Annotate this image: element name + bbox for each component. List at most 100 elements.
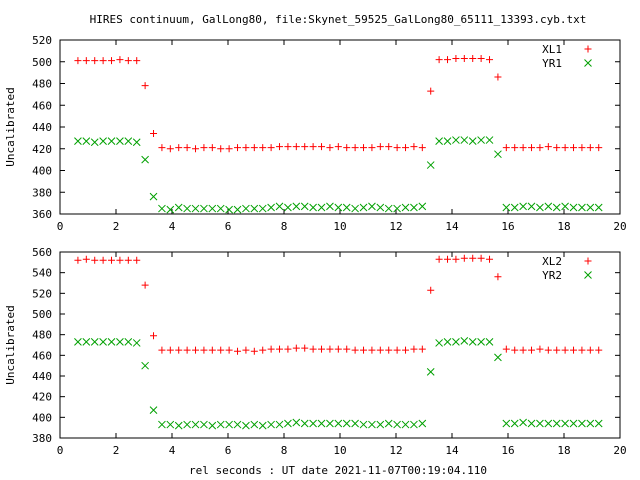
y-tick-label: 500 xyxy=(32,56,52,69)
data-point-xl2 xyxy=(334,345,342,353)
data-point-yr1 xyxy=(309,203,317,212)
data-point-yr2 xyxy=(317,419,326,428)
data-point-xl2 xyxy=(133,256,141,264)
data-point-yr1 xyxy=(284,203,292,212)
data-point-xl1 xyxy=(410,143,418,151)
data-point-yr1 xyxy=(578,203,586,212)
data-point-yr1 xyxy=(242,204,250,213)
plot-frame xyxy=(59,39,621,215)
data-point-yr1 xyxy=(267,203,275,212)
data-point-xl2 xyxy=(74,256,82,264)
data-point-yr1 xyxy=(233,205,242,214)
y-tick-label: 560 xyxy=(32,246,52,259)
data-point-yr2 xyxy=(384,419,393,428)
y-tick-label: 540 xyxy=(32,267,52,280)
data-point-xl1 xyxy=(477,54,485,62)
data-point-yr1 xyxy=(149,192,158,201)
data-point-yr1 xyxy=(275,202,284,211)
data-point-yr2 xyxy=(99,338,107,346)
data-point-xl1 xyxy=(250,144,258,152)
data-point-yr2 xyxy=(468,338,477,346)
data-point-yr2 xyxy=(376,420,385,429)
data-point-yr1 xyxy=(208,204,217,213)
legend-marker xyxy=(584,257,592,265)
data-point-xl1 xyxy=(208,144,216,152)
data-point-yr2 xyxy=(334,419,343,428)
data-point-yr2 xyxy=(342,419,351,428)
data-point-xl2 xyxy=(544,346,552,354)
data-point-xl2 xyxy=(267,345,275,353)
data-point-yr2 xyxy=(527,419,536,428)
data-point-xl1 xyxy=(368,144,376,152)
bottom-panel: 0 2 4 6 8 10 12 14 16 18 20 380 400 420 440 460 480 500 52… xyxy=(4,246,627,457)
data-point-xl2 xyxy=(309,345,317,353)
data-point-yr1 xyxy=(300,202,309,211)
data-point-yr2 xyxy=(225,420,233,429)
data-point-yr1 xyxy=(74,137,82,145)
data-point-yr1 xyxy=(418,202,427,211)
data-point-xl2 xyxy=(217,346,225,354)
data-point-xl2 xyxy=(410,345,418,353)
x-tick-label: 2 xyxy=(113,220,120,233)
data-point-xl2 xyxy=(561,346,569,354)
y-tick-label: 500 xyxy=(32,308,52,321)
data-point-yr2 xyxy=(309,419,317,428)
y-tick-label: 400 xyxy=(32,165,52,178)
data-point-xl2 xyxy=(586,346,594,354)
data-point-xl1 xyxy=(116,56,124,64)
data-point-yr1 xyxy=(334,203,343,212)
data-point-yr1 xyxy=(376,203,385,212)
data-point-xl2 xyxy=(82,255,90,263)
data-point-yr1 xyxy=(384,204,393,213)
x-tick-label: 12 xyxy=(389,444,402,457)
data-point-yr2 xyxy=(494,353,502,362)
data-point-xl1 xyxy=(586,144,594,152)
x-tick-label: 8 xyxy=(281,220,288,233)
data-point-yr2 xyxy=(191,420,200,429)
data-point-xl1 xyxy=(91,57,99,65)
data-point-xl1 xyxy=(183,144,191,152)
data-point-xl1 xyxy=(225,145,233,153)
data-point-yr2 xyxy=(149,406,158,414)
data-point-xl2 xyxy=(385,346,393,354)
y-tick-label: 440 xyxy=(32,370,52,383)
data-point-xl1 xyxy=(536,144,544,152)
data-point-yr2 xyxy=(242,421,250,430)
chart-title: HIRES continuum, GalLong80, file:Skynet_… xyxy=(90,13,587,26)
data-point-xl1 xyxy=(418,144,426,152)
data-point-yr2 xyxy=(426,368,435,376)
data-point-xl2 xyxy=(183,346,191,354)
data-point-xl2 xyxy=(393,346,401,354)
data-point-xl1 xyxy=(284,143,292,151)
data-point-yr1 xyxy=(443,137,452,145)
data-point-yr1 xyxy=(225,205,233,214)
data-point-yr2 xyxy=(552,419,561,428)
data-point-yr2 xyxy=(250,420,259,429)
x-axis-label: rel seconds : UT date 2021-11-07T00:19:0… xyxy=(189,464,487,477)
x-tick-label: 14 xyxy=(445,220,459,233)
data-point-xl2 xyxy=(259,346,267,354)
data-point-xl2 xyxy=(326,345,334,353)
data-point-yr1 xyxy=(410,203,418,212)
data-point-xl1 xyxy=(486,56,494,64)
data-point-yr2 xyxy=(586,419,595,428)
data-point-xl1 xyxy=(343,144,351,152)
data-point-yr1 xyxy=(426,161,435,169)
data-point-yr1 xyxy=(116,137,124,145)
y-tick-label: 380 xyxy=(32,186,52,199)
data-point-yr2 xyxy=(443,338,452,346)
data-point-yr1 xyxy=(561,202,569,211)
data-point-yr2 xyxy=(292,418,301,427)
data-point-yr1 xyxy=(183,204,191,213)
data-point-yr2 xyxy=(158,420,166,429)
data-point-xl2 xyxy=(301,344,309,352)
data-point-yr2 xyxy=(82,338,91,346)
data-point-xl2 xyxy=(595,346,603,354)
data-point-yr2 xyxy=(401,420,410,429)
data-point-yr1 xyxy=(141,155,149,164)
data-point-xl1 xyxy=(511,144,519,152)
x-tick-label: 20 xyxy=(613,444,626,457)
data-point-xl2 xyxy=(116,256,124,264)
data-point-xl1 xyxy=(141,82,149,90)
y-tick-label: 520 xyxy=(32,34,52,47)
